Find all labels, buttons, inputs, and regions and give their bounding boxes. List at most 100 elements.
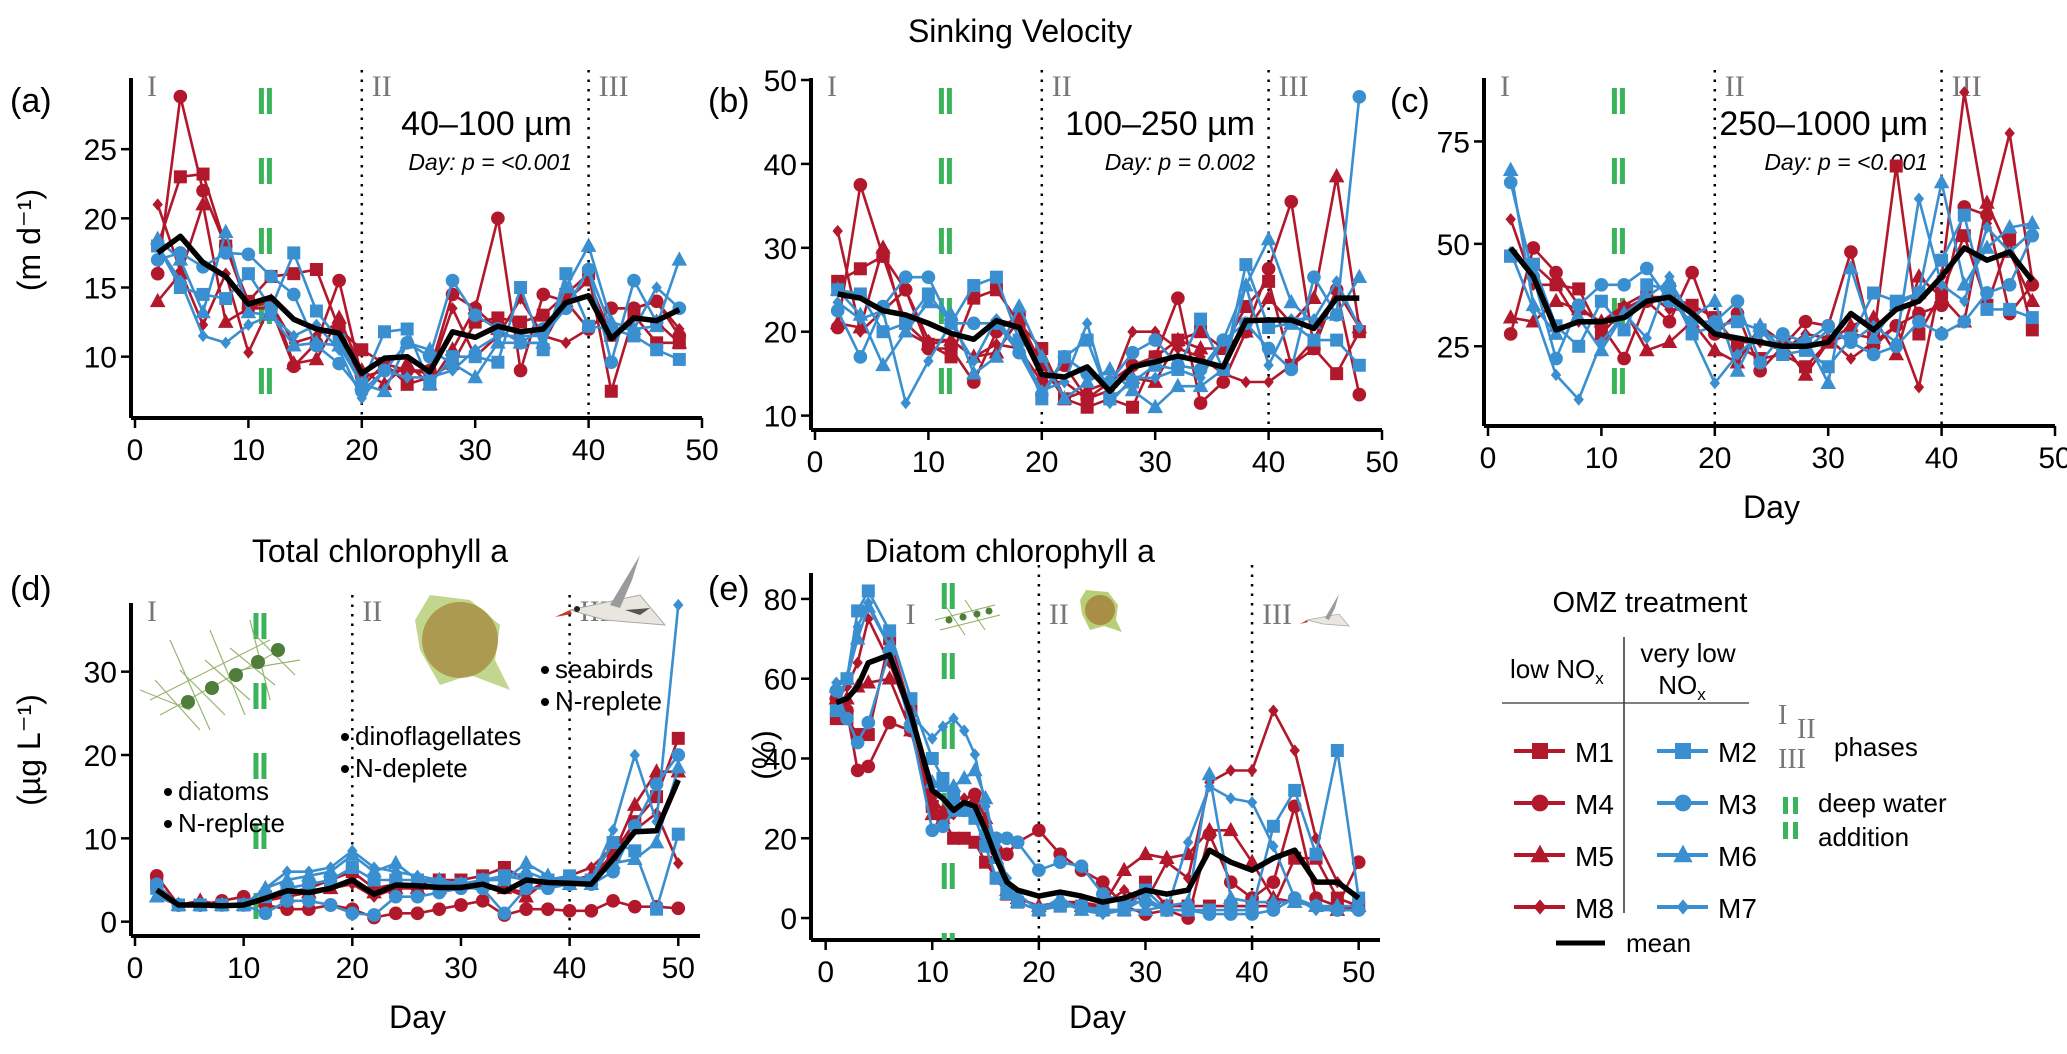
deep-water-addition-marker — [941, 583, 955, 940]
data-point-M6 — [935, 777, 951, 793]
data-point-M4 — [519, 902, 533, 916]
data-point-M6 — [943, 306, 959, 321]
data-point-M1 — [2025, 323, 2039, 337]
data-point-M7 — [884, 640, 895, 653]
data-point-M6 — [648, 834, 665, 849]
legend-marker-circle — [1531, 794, 1549, 812]
data-point-M4 — [432, 902, 447, 916]
phase-label-I: I — [906, 598, 916, 631]
data-point-M2 — [377, 325, 391, 339]
x-tick-label: 30 — [1129, 956, 1162, 989]
data-point-M7 — [412, 869, 423, 883]
data-point-M6 — [1009, 893, 1026, 908]
x-tick-label: 20 — [336, 952, 369, 985]
data-point-M6 — [195, 303, 211, 319]
data-point-M7 — [333, 343, 345, 356]
dinoflagellate-illustration — [415, 595, 510, 690]
data-point-M2 — [967, 279, 981, 293]
data-point-M2 — [989, 270, 1003, 284]
y-tick-label: 20 — [84, 203, 117, 236]
data-point-M7 — [1097, 907, 1109, 921]
phase-label-III: III — [1952, 70, 1982, 103]
annotation-phase3: seabirds — [555, 654, 653, 684]
data-point-M3 — [1594, 277, 1609, 292]
legend-label: M6 — [1718, 841, 1757, 872]
data-point-M3 — [1096, 887, 1110, 901]
seabird-illustration — [555, 555, 667, 626]
data-point-M7 — [515, 329, 526, 343]
data-point-M2 — [672, 352, 686, 366]
data-point-M7 — [1845, 335, 1857, 349]
size-class-label: 250–1000 µm — [1719, 105, 1928, 143]
data-point-M2 — [423, 377, 437, 391]
data-point-M5 — [1192, 340, 1209, 355]
data-point-M1 — [1239, 300, 1253, 314]
data-point-M7 — [197, 329, 209, 343]
x-tick-label: 50 — [2038, 442, 2067, 475]
y-axis-label: (%) — [746, 730, 782, 780]
data-point-M7 — [1172, 363, 1184, 376]
data-point-M7 — [1076, 903, 1087, 917]
data-point-M8 — [991, 338, 1002, 351]
y-tick-label: 10 — [84, 823, 117, 856]
data-point-M2 — [947, 791, 961, 805]
x-tick-label: 0 — [807, 446, 824, 479]
legend-marker-triangle — [1530, 844, 1550, 863]
data-point-M4 — [1549, 265, 1563, 280]
data-point-M6 — [627, 850, 643, 866]
data-point-M6 — [558, 279, 574, 294]
data-point-M8 — [1959, 86, 1970, 99]
figure-supertitle: Sinking Velocity — [908, 13, 1132, 49]
data-point-M8 — [628, 302, 640, 315]
data-point-M5 — [1079, 381, 1095, 397]
data-point-M3 — [966, 316, 981, 331]
data-point-M6 — [1260, 230, 1277, 246]
size-class-label: 100–250 µm — [1065, 105, 1255, 143]
series-line-mean — [1508, 245, 2035, 350]
legend-marker-diamond — [1533, 899, 1547, 915]
data-point-M3 — [1000, 831, 1014, 846]
data-point-M5 — [829, 314, 846, 330]
data-point-M7 — [1140, 891, 1151, 905]
data-point-M5 — [399, 355, 415, 370]
data-point-M7 — [492, 329, 504, 343]
phase-label-III: III — [1262, 598, 1292, 631]
series-M6 — [828, 598, 1367, 916]
data-point-M8 — [1246, 764, 1258, 777]
data-point-M8 — [1845, 352, 1857, 365]
y-axis-label: (m d⁻¹) — [11, 189, 47, 291]
data-point-M7 — [1686, 327, 1698, 341]
data-point-M6 — [1328, 306, 1345, 321]
data-point-M3 — [1010, 835, 1025, 850]
data-point-M3 — [1202, 907, 1217, 921]
x-tick-label: 10 — [916, 956, 949, 989]
y-axis-label: (µg L⁻¹) — [11, 694, 47, 806]
data-point-M7 — [1104, 396, 1116, 410]
data-point-M3 — [1352, 89, 1367, 104]
seabird-mini-illustration — [1300, 594, 1350, 627]
data-point-M7 — [1891, 335, 1902, 349]
data-point-M7 — [1013, 342, 1025, 355]
data-point-M8 — [674, 322, 685, 336]
data-point-M4 — [1096, 875, 1110, 889]
data-point-M7 — [1308, 312, 1320, 326]
data-point-M4 — [1171, 291, 1185, 305]
x-tick-label: 0 — [1480, 442, 1497, 475]
data-point-M7 — [1118, 903, 1130, 917]
data-point-M8 — [1268, 704, 1279, 717]
data-point-M6 — [1192, 377, 1209, 393]
data-point-M6 — [1056, 390, 1073, 405]
data-point-M4 — [1685, 265, 1699, 280]
data-point-M8 — [1913, 381, 1925, 394]
data-point-M2 — [1730, 315, 1744, 329]
data-point-M3 — [1284, 362, 1299, 377]
data-point-M6 — [603, 313, 620, 328]
x-tick-label: 10 — [227, 952, 260, 985]
data-point-M8 — [1036, 375, 1047, 389]
data-point-M6 — [670, 759, 687, 774]
series-line-mean — [835, 652, 1361, 905]
data-point-M7 — [927, 732, 938, 745]
data-point-M7 — [368, 861, 380, 874]
data-point-M4 — [627, 899, 642, 914]
